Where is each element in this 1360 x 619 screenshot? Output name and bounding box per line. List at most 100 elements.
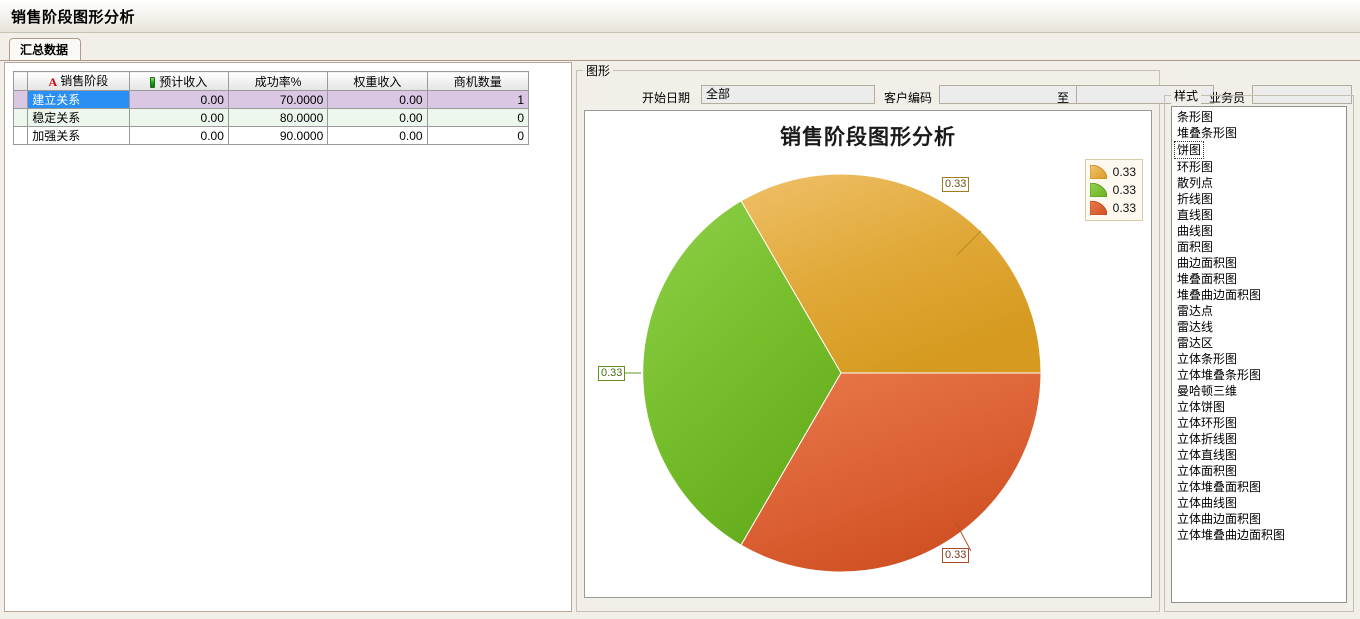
style-list-item-label: 堆叠曲边面积图 xyxy=(1177,288,1262,302)
style-list-item[interactable]: 条形图 xyxy=(1174,109,1346,125)
legend-value: 0.33 xyxy=(1112,165,1136,179)
pie-slice-1[interactable] xyxy=(740,173,1042,374)
style-list-item[interactable]: 曲线图 xyxy=(1174,223,1346,239)
red-A-icon: A xyxy=(48,75,58,89)
style-list-item-label: 堆叠面积图 xyxy=(1177,272,1238,286)
style-list-item[interactable]: 立体折线图 xyxy=(1174,431,1346,447)
legend-item[interactable]: 0.33 xyxy=(1089,163,1136,181)
cell-expected-revenue[interactable]: 0.00 xyxy=(128,108,229,127)
column-header-success-rate[interactable]: 成功率% xyxy=(227,71,329,91)
style-list-item-label: 饼图 xyxy=(1174,141,1205,159)
style-list-item-label: 直线图 xyxy=(1177,208,1214,222)
start-date-label: 开始日期 xyxy=(642,91,691,105)
cell-weighted-revenue[interactable]: 0.00 xyxy=(327,90,428,109)
style-list-item[interactable]: 立体堆叠面积图 xyxy=(1174,479,1346,495)
chart-title: 销售阶段图形分析 xyxy=(780,125,956,149)
style-list-item[interactable]: 曲边面积图 xyxy=(1174,255,1346,271)
page-title: 销售阶段图形分析 xyxy=(11,9,136,26)
cell-expected-revenue[interactable]: 0.00 xyxy=(128,126,229,145)
style-list-item[interactable]: 堆叠面积图 xyxy=(1174,271,1346,287)
pie-slice-3[interactable] xyxy=(740,372,1042,573)
style-list-item[interactable]: 饼图 xyxy=(1174,141,1346,159)
cell-opportunity-count[interactable]: 0 xyxy=(426,108,530,127)
style-list-item[interactable]: 折线图 xyxy=(1174,191,1346,207)
style-list-item-label: 面积图 xyxy=(1177,240,1214,254)
style-list-item[interactable]: 立体环形图 xyxy=(1174,415,1346,431)
customer-code-label: 客户编码 xyxy=(884,91,933,105)
style-list-item-label: 立体堆叠条形图 xyxy=(1177,368,1262,382)
style-list-item[interactable]: 立体堆叠曲边面积图 xyxy=(1174,527,1346,543)
cell-weighted-revenue[interactable]: 0.00 xyxy=(327,126,428,145)
start-date-input[interactable]: 全部 xyxy=(701,85,875,104)
style-list-item-label: 折线图 xyxy=(1177,192,1214,206)
style-list-item[interactable]: 堆叠条形图 xyxy=(1174,125,1346,141)
column-header-stage[interactable]: A 销售阶段 xyxy=(27,71,130,91)
style-list-item[interactable]: 曼哈顿三维 xyxy=(1174,383,1346,399)
legend-swatch-icon xyxy=(1089,182,1108,198)
tab-summary-data[interactable]: 汇总数据 xyxy=(9,38,82,60)
style-list-item[interactable]: 直线图 xyxy=(1174,207,1346,223)
cell-success-rate[interactable]: 90.0000 xyxy=(227,126,329,145)
data-label-1: 0.33 xyxy=(942,177,970,192)
style-list-item[interactable]: 散列点 xyxy=(1174,175,1346,191)
style-list-item[interactable]: 立体直线图 xyxy=(1174,447,1346,463)
salesman-label: 业务员 xyxy=(1209,91,1246,105)
table-row[interactable]: 加强关系 0.00 90.0000 0.00 0 xyxy=(12,126,530,145)
cell-success-rate[interactable]: 80.0000 xyxy=(227,108,329,127)
table-row[interactable]: 稳定关系 0.00 80.0000 0.00 0 xyxy=(12,108,530,127)
legend-item[interactable]: 0.33 xyxy=(1089,199,1136,217)
legend-item[interactable]: 0.33 xyxy=(1089,181,1136,199)
window-titlebar: 销售阶段图形分析 xyxy=(0,0,1360,33)
cell-stage[interactable]: 建立关系 xyxy=(27,90,130,109)
legend-value: 0.33 xyxy=(1112,183,1136,197)
pie-slice-2[interactable] xyxy=(642,200,842,546)
salesman-input[interactable] xyxy=(1252,85,1352,104)
summary-grid-panel: A 销售阶段 预计收入 成功率% 权重收入 商机数量 建立关系 0.00 70.0… xyxy=(4,62,572,612)
style-list-item-label: 雷达线 xyxy=(1177,320,1214,334)
style-list-item[interactable]: 面积图 xyxy=(1174,239,1346,255)
cell-expected-revenue[interactable]: 0.00 xyxy=(128,90,229,109)
style-list-item-label: 立体折线图 xyxy=(1177,432,1238,446)
cell-stage[interactable]: 加强关系 xyxy=(27,126,130,145)
data-label-2: 0.33 xyxy=(598,366,626,381)
cell-opportunity-count[interactable]: 1 xyxy=(426,90,530,109)
row-gutter[interactable] xyxy=(12,108,29,127)
style-list-item[interactable]: 雷达线 xyxy=(1174,319,1346,335)
style-list-item[interactable]: 雷达区 xyxy=(1174,335,1346,351)
to-label: 至 xyxy=(1057,91,1070,105)
style-list-item-label: 立体堆叠面积图 xyxy=(1177,480,1262,494)
cell-weighted-revenue[interactable]: 0.00 xyxy=(327,108,428,127)
column-header-weighted-revenue[interactable]: 权重收入 xyxy=(327,71,428,91)
style-list-item-label: 条形图 xyxy=(1177,110,1214,124)
column-header-expected-revenue[interactable]: 预计收入 xyxy=(128,71,229,91)
style-list-item[interactable]: 雷达点 xyxy=(1174,303,1346,319)
pie-chart-svg xyxy=(625,173,1042,573)
style-list-item[interactable]: 立体条形图 xyxy=(1174,351,1346,367)
summary-table[interactable]: A 销售阶段 预计收入 成功率% 权重收入 商机数量 建立关系 0.00 70.0… xyxy=(12,71,530,145)
style-list-item[interactable]: 堆叠曲边面积图 xyxy=(1174,287,1346,303)
style-list-item-label: 立体曲边面积图 xyxy=(1177,512,1262,526)
leader-line-1 xyxy=(956,230,982,256)
style-list-item-label: 曲线图 xyxy=(1177,224,1214,238)
table-row[interactable]: 建立关系 0.00 70.0000 0.00 1 xyxy=(12,90,530,109)
column-header-opportunity-count[interactable]: 商机数量 xyxy=(426,71,530,91)
cell-stage[interactable]: 稳定关系 xyxy=(27,108,130,127)
chart-canvas[interactable]: 销售阶段图形分析 xyxy=(584,110,1152,598)
style-list-item[interactable]: 环形图 xyxy=(1174,159,1346,175)
row-gutter[interactable] xyxy=(12,90,29,109)
style-list-item[interactable]: 立体堆叠条形图 xyxy=(1174,367,1346,383)
style-listbox[interactable]: 条形图 堆叠条形图 饼图 环形图 散列点 折线图直线图曲线图面积图 曲边面积图 堆叠面积图堆叠… xyxy=(1171,106,1347,603)
style-list-item-label: 环形图 xyxy=(1177,160,1214,174)
data-label-3: 0.33 xyxy=(942,548,970,563)
cell-opportunity-count[interactable]: 0 xyxy=(426,126,530,145)
style-list-item[interactable]: 立体曲边面积图 xyxy=(1174,511,1346,527)
chart-legend[interactable]: 0.33 0.33 0.33 xyxy=(1084,159,1143,221)
cell-success-rate[interactable]: 70.0000 xyxy=(227,90,329,109)
style-list-item-label: 立体曲线图 xyxy=(1177,496,1238,510)
row-gutter-header xyxy=(12,71,29,91)
row-gutter[interactable] xyxy=(12,126,29,145)
style-list-item[interactable]: 立体饼图 xyxy=(1174,399,1346,415)
style-list-item[interactable]: 立体面积图 xyxy=(1174,463,1346,479)
style-list-item-label: 立体环形图 xyxy=(1177,416,1238,430)
style-list-item[interactable]: 立体曲线图 xyxy=(1174,495,1346,511)
